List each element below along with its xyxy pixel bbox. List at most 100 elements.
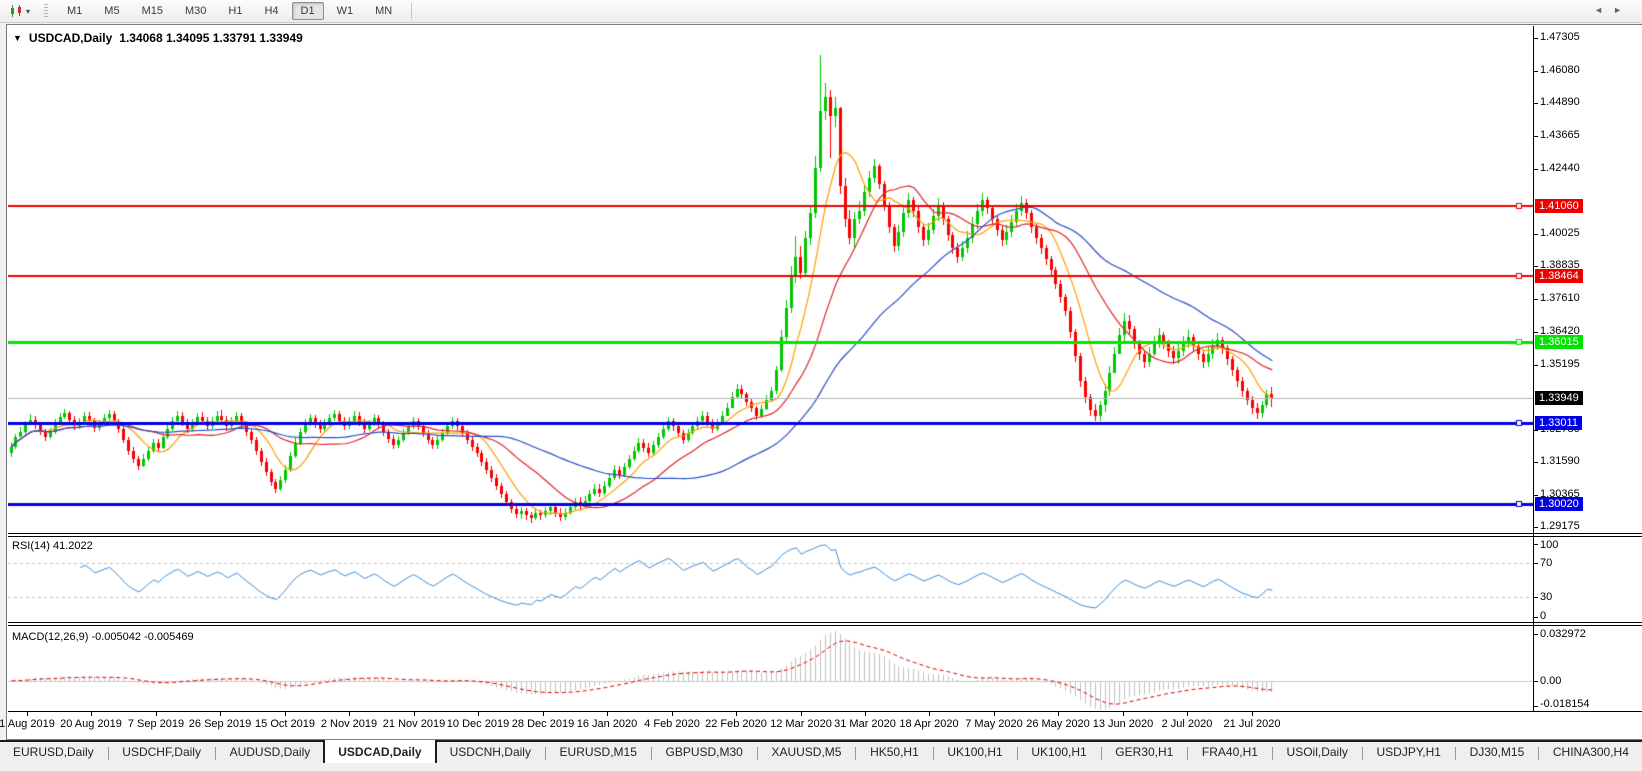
tab-scroll-left-icon[interactable]: ◄	[1594, 5, 1614, 15]
price-axis-label: 1.36420	[1540, 325, 1580, 337]
chart-tab-fra40-h1[interactable]: FRA40,H1	[1201, 745, 1258, 759]
date-tick-mark	[929, 712, 930, 716]
chart-tab-audusd-daily[interactable]: AUDUSD,Daily	[229, 745, 311, 759]
macd-tick-mark	[1533, 706, 1538, 707]
macd-indicator-label: MACD(12,26,9) -0.005042 -0.005469	[12, 631, 194, 643]
timeframe-button-M30[interactable]: M30	[184, 5, 207, 17]
price-axis-label: 1.40025	[1540, 227, 1580, 239]
date-tick-mark	[1187, 712, 1188, 716]
rsi-tick-mark	[1533, 563, 1538, 564]
rsi-axis-label: 0	[1540, 610, 1547, 622]
tab-separator	[1016, 747, 1018, 760]
chart-tab-xauusd-m5[interactable]: XAUUSD,M5	[771, 745, 842, 759]
panel-separator[interactable]	[8, 536, 1642, 537]
one-click-trading-arrow-icon[interactable]: ▼	[13, 33, 22, 43]
date-tick-mark	[994, 712, 995, 716]
tab-separator	[1100, 747, 1102, 760]
date-axis-label: 7 Sep 2019	[127, 718, 185, 730]
timeframe-button-M1[interactable]: M1	[67, 5, 83, 17]
date-tick-mark	[1123, 712, 1124, 716]
chart-tab-eurusd-daily[interactable]: EURUSD,Daily	[13, 745, 94, 759]
chart-tab-uk100-h1[interactable]: UK100,H1	[947, 745, 1003, 759]
chart-canvas[interactable]	[8, 26, 1533, 712]
panel-separator[interactable]	[8, 533, 1642, 534]
price-tick-mark	[1533, 266, 1538, 267]
date-axis-label: 15 Oct 2019	[255, 718, 315, 730]
date-axis-label: 20 Aug 2019	[60, 718, 122, 730]
macd-tick-mark	[1533, 634, 1538, 635]
price-tick-mark	[1533, 136, 1538, 137]
timeframe-button-M5[interactable]: M5	[104, 5, 120, 17]
date-axis-label: 16 Jan 2020	[576, 718, 638, 730]
price-tick-mark	[1533, 332, 1538, 333]
rsi-tick-mark	[1533, 597, 1538, 598]
price-line-badge: 1.38464	[1535, 269, 1583, 283]
tab-separator	[1271, 747, 1273, 760]
date-axis-label: 21 Jul 2020	[1223, 718, 1281, 730]
chart-ohlc-quote: 1.34068 1.34095 1.33791 1.33949	[119, 31, 303, 45]
date-tick-mark	[1252, 712, 1253, 716]
date-axis-label: 28 Dec 2019	[511, 718, 575, 730]
date-tick-mark	[801, 712, 802, 716]
price-axis-label: 1.35195	[1540, 358, 1580, 370]
date-tick-mark	[349, 712, 350, 716]
timeframe-button-H1[interactable]: H1	[228, 5, 243, 17]
chart-tab-eurusd-m15[interactable]: EURUSD,M15	[559, 745, 637, 759]
rsi-tick-mark	[1533, 544, 1538, 545]
date-axis-label: 21 Nov 2019	[382, 718, 446, 730]
rsi-tick-mark	[1533, 617, 1538, 618]
timeframe-button-H4[interactable]: H4	[264, 5, 279, 17]
price-tick-mark	[1533, 103, 1538, 104]
chart-tab-usdjpy-h1[interactable]: USDJPY,H1	[1376, 745, 1441, 759]
tab-separator	[1187, 747, 1188, 760]
price-axis-label: 1.43665	[1540, 129, 1580, 141]
tab-separator	[756, 747, 758, 760]
chart-tab-dj30-m15[interactable]: DJ30,M15	[1469, 745, 1525, 759]
status-bar	[0, 763, 1642, 771]
tab-separator	[1454, 747, 1456, 760]
timeframe-button-D1[interactable]: D1	[291, 2, 324, 20]
date-tick-mark	[285, 712, 286, 716]
price-axis-border	[1533, 26, 1534, 712]
timeframe-button-W1[interactable]: W1	[336, 5, 354, 17]
chart-tab-gbpusd-m30[interactable]: GBPUSD,M30	[665, 745, 743, 759]
date-axis-label: 1 Aug 2019	[0, 718, 55, 730]
price-tick-mark	[1533, 71, 1538, 72]
date-axis-label: 18 Apr 2020	[899, 718, 959, 730]
timeframe-button-MN[interactable]: MN	[375, 5, 393, 17]
date-tick-mark	[543, 712, 544, 716]
tab-separator	[544, 747, 546, 760]
candlestick-chart-icon	[11, 5, 21, 17]
price-axis[interactable]	[1534, 26, 1642, 712]
chart-tab-usoil-daily[interactable]: USOil,Daily	[1286, 745, 1348, 759]
timeframe-button-M15[interactable]: M15	[141, 5, 163, 17]
panel-separator[interactable]	[8, 625, 1642, 626]
date-tick-mark	[27, 712, 28, 716]
price-tick-mark	[1533, 38, 1538, 39]
chart-tab-usdcnh-daily[interactable]: USDCNH,Daily	[449, 745, 531, 759]
toolbar-grip[interactable]	[44, 4, 49, 18]
tab-scroll-right-icon[interactable]: ►	[1613, 5, 1632, 15]
chart-tab-usdchf-daily[interactable]: USDCHF,Daily	[122, 745, 201, 759]
chart-type-button[interactable]: ▾	[5, 2, 34, 20]
chart-tab-usdcad-daily[interactable]: USDCAD,Daily	[323, 740, 437, 765]
date-axis[interactable]: 1 Aug 2019 20 Aug 2019 7 Sep 2019 26 Sep 20…	[0, 712, 1642, 738]
macd-axis-label: 0.00	[1540, 675, 1562, 687]
chart-tab-china300-h4[interactable]: CHINA300,H4	[1552, 745, 1629, 759]
tab-separator	[107, 747, 109, 760]
price-axis-label: 1.37610	[1540, 292, 1580, 304]
chart-tab-bar: EURUSD,Daily USDCHF,Daily AUDUSD,Daily USDC…	[0, 740, 1642, 766]
date-tick-mark	[478, 712, 479, 716]
panel-separator[interactable]	[8, 622, 1642, 623]
price-tick-mark	[1533, 495, 1538, 496]
date-axis-label: 2 Nov 2019	[320, 718, 378, 730]
price-line-badge: 1.30020	[1535, 497, 1583, 511]
tab-separator	[650, 747, 652, 760]
chart-tab-uk100-h1[interactable]: UK100,H1	[1031, 745, 1087, 759]
chart-tab-ger30-h1[interactable]: GER30,H1	[1115, 745, 1174, 759]
chart-tab-hk50-h1[interactable]: HK50,H1	[870, 745, 919, 759]
price-axis-label: 1.46080	[1540, 64, 1580, 76]
rsi-axis-label: 100	[1540, 539, 1559, 551]
date-axis-label: 13 Jun 2020	[1092, 718, 1154, 730]
date-axis-label: 10 Dec 2019	[446, 718, 510, 730]
